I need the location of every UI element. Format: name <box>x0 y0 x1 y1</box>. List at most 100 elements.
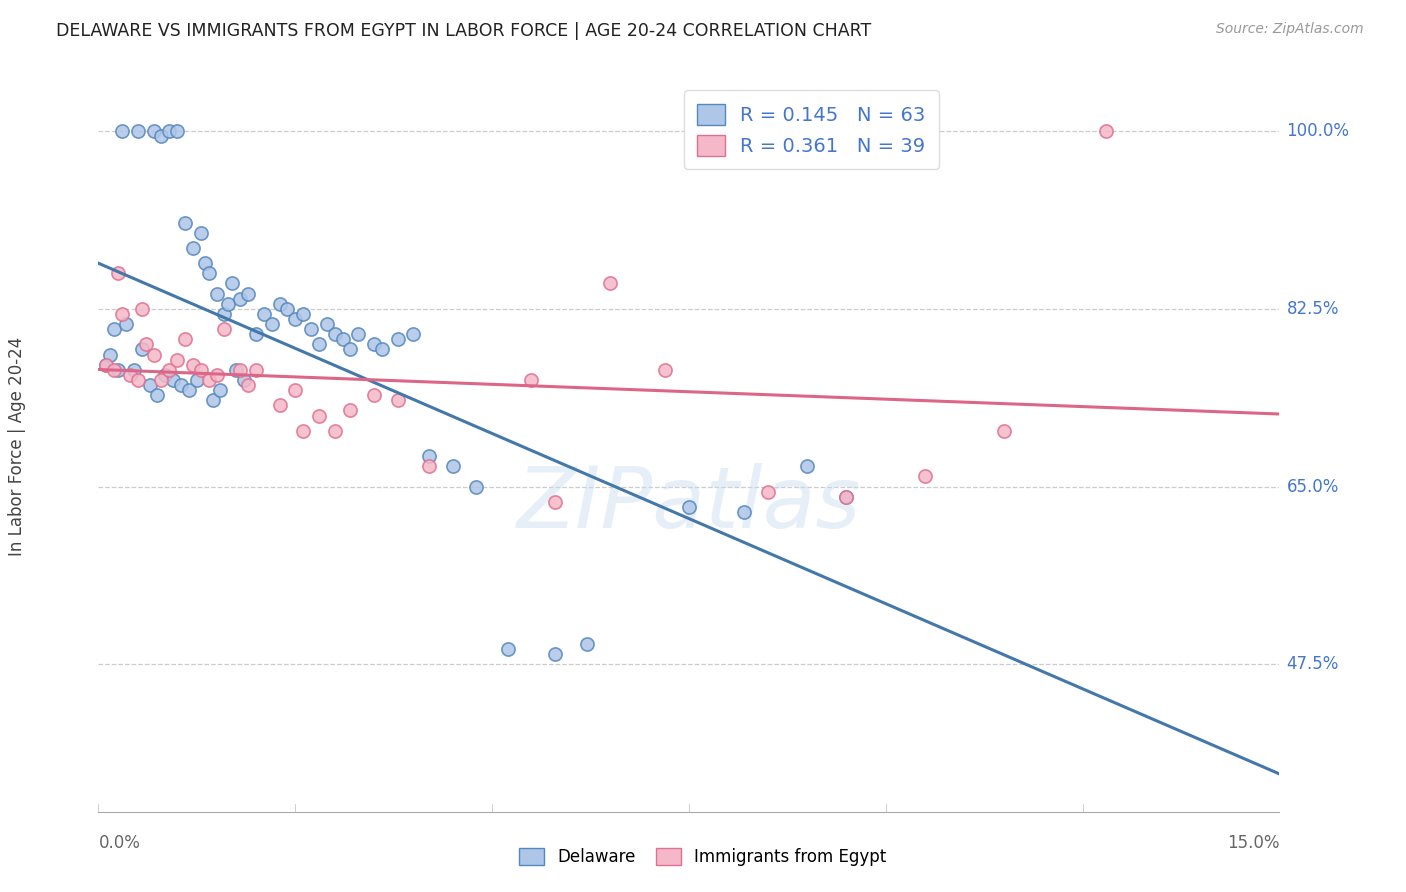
Point <box>441 459 464 474</box>
Point <box>138 378 160 392</box>
Point <box>166 352 188 367</box>
Point <box>253 307 276 321</box>
Text: 0.0%: 0.0% <box>98 834 141 852</box>
Point <box>363 337 385 351</box>
Point <box>229 292 252 306</box>
Point <box>155 368 177 382</box>
Point <box>276 301 298 316</box>
Text: 15.0%: 15.0% <box>1227 834 1279 852</box>
Point <box>1095 124 1118 138</box>
Point <box>236 286 259 301</box>
Point <box>339 343 361 357</box>
Legend: R = 0.145   N = 63, R = 0.361   N = 39: R = 0.145 N = 63, R = 0.361 N = 39 <box>683 90 939 169</box>
Point <box>323 327 346 342</box>
Point <box>174 332 197 346</box>
Point <box>654 363 676 377</box>
Point <box>142 348 165 362</box>
Point <box>127 373 149 387</box>
Point <box>162 373 184 387</box>
Text: Source: ZipAtlas.com: Source: ZipAtlas.com <box>1216 22 1364 37</box>
Point <box>217 297 239 311</box>
Point <box>292 424 315 438</box>
Point <box>150 373 173 387</box>
Point <box>107 266 129 280</box>
Point <box>205 286 228 301</box>
Point <box>186 373 208 387</box>
Point <box>131 301 153 316</box>
Point <box>157 363 180 377</box>
Point <box>214 307 236 321</box>
Point <box>418 459 440 474</box>
Point <box>599 277 621 291</box>
Point <box>245 327 267 342</box>
Point <box>166 124 188 138</box>
Point <box>308 409 330 423</box>
Point <box>194 256 217 270</box>
Point <box>98 348 121 362</box>
Point <box>205 368 228 382</box>
Point <box>332 332 354 346</box>
Point <box>111 307 134 321</box>
Point <box>835 490 858 504</box>
Point <box>111 124 134 138</box>
Point <box>402 327 425 342</box>
Point <box>756 484 779 499</box>
Point <box>127 124 149 138</box>
Point <box>496 642 519 657</box>
Point <box>214 322 236 336</box>
Point <box>233 373 256 387</box>
Point <box>170 378 193 392</box>
Point <box>678 500 700 514</box>
Point <box>796 459 818 474</box>
Point <box>371 343 394 357</box>
Point <box>914 469 936 483</box>
Point <box>993 424 1015 438</box>
Point <box>544 647 567 661</box>
Text: 47.5%: 47.5% <box>1286 656 1339 673</box>
Point <box>465 480 488 494</box>
Text: 65.0%: 65.0% <box>1286 477 1339 496</box>
Point <box>520 373 543 387</box>
Point <box>181 358 204 372</box>
Point <box>131 343 153 357</box>
Text: DELAWARE VS IMMIGRANTS FROM EGYPT IN LABOR FORCE | AGE 20-24 CORRELATION CHART: DELAWARE VS IMMIGRANTS FROM EGYPT IN LAB… <box>56 22 872 40</box>
Point <box>201 393 224 408</box>
Point <box>347 327 370 342</box>
Point <box>135 337 157 351</box>
Point <box>96 358 118 372</box>
Point <box>387 332 409 346</box>
Point <box>284 383 307 397</box>
Point <box>209 383 232 397</box>
Point <box>221 277 243 291</box>
Point <box>122 363 145 377</box>
Point <box>284 312 307 326</box>
Point <box>835 490 858 504</box>
Text: ZIPatlas: ZIPatlas <box>517 463 860 546</box>
Point <box>269 398 291 412</box>
Point <box>236 378 259 392</box>
Text: 82.5%: 82.5% <box>1286 300 1339 318</box>
Point <box>418 449 440 463</box>
Point <box>299 322 322 336</box>
Point <box>197 373 219 387</box>
Point <box>733 505 755 519</box>
Point <box>387 393 409 408</box>
Point <box>229 363 252 377</box>
Point <box>177 383 200 397</box>
Text: 100.0%: 100.0% <box>1286 122 1350 140</box>
Point <box>107 363 129 377</box>
Text: In Labor Force | Age 20-24: In Labor Force | Age 20-24 <box>8 336 25 556</box>
Point <box>103 363 125 377</box>
Point <box>190 363 212 377</box>
Point <box>181 241 204 255</box>
Point <box>115 317 138 331</box>
Point <box>363 388 385 402</box>
Point <box>118 368 141 382</box>
Point <box>174 215 197 229</box>
Point <box>142 124 165 138</box>
Point <box>575 637 598 651</box>
Point <box>315 317 337 331</box>
Point <box>308 337 330 351</box>
Point <box>323 424 346 438</box>
Point <box>150 129 173 144</box>
